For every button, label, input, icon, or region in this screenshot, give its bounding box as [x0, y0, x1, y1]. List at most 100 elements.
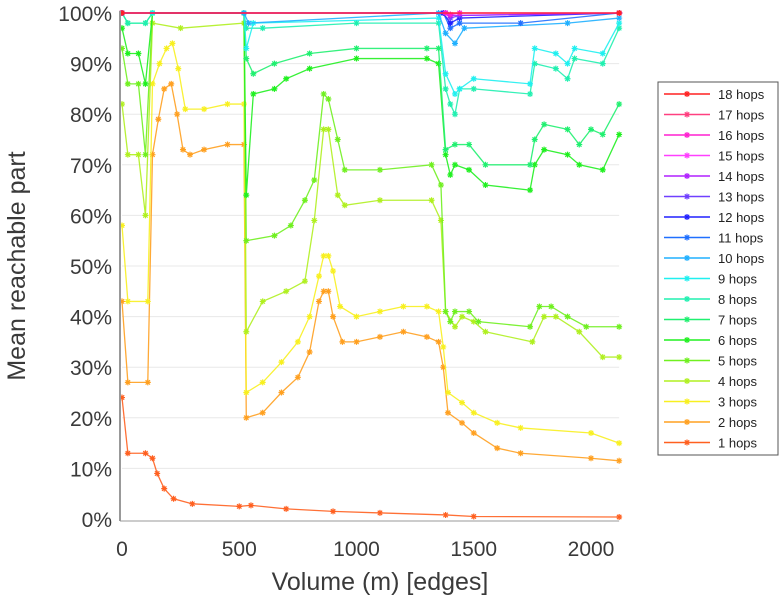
- data-point-marker: [447, 318, 454, 325]
- data-point-marker: [599, 131, 606, 138]
- data-point-marker: [548, 303, 555, 310]
- data-point-marker: [306, 65, 313, 72]
- data-point-marker: [243, 389, 250, 396]
- data-point-marker: [236, 503, 243, 510]
- data-point-marker: [442, 151, 449, 158]
- data-point-marker: [287, 222, 294, 229]
- data-point-marker: [250, 70, 257, 77]
- data-point-marker: [301, 197, 308, 204]
- legend-label: 3 hops: [718, 395, 758, 410]
- data-point-marker: [149, 455, 156, 462]
- data-point-marker: [330, 508, 337, 515]
- data-point-marker: [306, 349, 313, 356]
- data-point-marker: [482, 182, 489, 189]
- data-point-marker: [437, 217, 444, 224]
- data-point-marker: [135, 80, 142, 87]
- data-point-marker: [459, 313, 466, 320]
- data-point-marker: [442, 30, 449, 37]
- data-point-marker: [529, 338, 536, 345]
- data-point-marker: [306, 50, 313, 57]
- y-tick-label: 30%: [70, 357, 112, 380]
- legend-label: 16 hops: [718, 128, 765, 143]
- data-point-marker: [470, 429, 477, 436]
- legend-marker-icon: [684, 152, 690, 159]
- series-line: [121, 397, 620, 518]
- legend-item: 2 hops: [664, 415, 758, 430]
- legend-label: 10 hops: [718, 251, 765, 266]
- data-point-marker: [339, 338, 346, 345]
- data-point-marker: [442, 85, 449, 92]
- legend-label: 15 hops: [718, 149, 765, 164]
- legend-item: 15 hops: [664, 149, 765, 164]
- data-point-marker: [353, 338, 360, 345]
- data-point-marker: [536, 303, 543, 310]
- series-7-hops: [119, 10, 623, 168]
- data-point-marker: [466, 141, 473, 148]
- data-point-marker: [616, 354, 623, 361]
- data-point-marker: [447, 25, 454, 32]
- legend-label: 6 hops: [718, 333, 758, 348]
- data-point-marker: [353, 313, 360, 320]
- data-point-marker: [599, 60, 606, 67]
- data-point-marker: [470, 75, 477, 82]
- legend-item: 17 hops: [664, 108, 765, 123]
- data-point-marker: [435, 15, 442, 22]
- legend-item: 7 hops: [664, 313, 758, 328]
- data-point-marker: [119, 394, 125, 401]
- data-point-marker: [174, 111, 181, 118]
- legend-item: 5 hops: [664, 354, 758, 369]
- data-point-marker: [163, 45, 170, 52]
- legend-label: 17 hops: [718, 108, 765, 123]
- series-line: [121, 22, 620, 358]
- data-point-marker: [517, 424, 524, 431]
- data-point-marker: [155, 116, 162, 123]
- legend-item: 1 hops: [664, 436, 758, 451]
- x-tick-label: 2000: [568, 538, 615, 561]
- y-tick-label: 10%: [70, 458, 112, 481]
- legend-marker-icon: [684, 91, 690, 97]
- data-point-marker: [245, 20, 252, 27]
- data-point-marker: [124, 298, 131, 305]
- legend-item: 18 hops: [664, 87, 765, 102]
- legend-marker-icon: [684, 214, 690, 220]
- data-point-marker: [459, 399, 466, 406]
- data-point-marker: [325, 252, 332, 259]
- data-point-marker: [161, 485, 168, 492]
- legend-label: 7 hops: [718, 313, 758, 328]
- data-point-marker: [135, 50, 142, 57]
- data-point-marker: [119, 45, 125, 52]
- data-point-marker: [482, 328, 489, 335]
- data-point-marker: [243, 55, 250, 62]
- data-point-marker: [169, 40, 176, 47]
- y-tick-label: 20%: [70, 408, 112, 431]
- data-point-marker: [189, 500, 196, 507]
- legend-marker-icon: [684, 296, 690, 302]
- data-point-marker: [243, 25, 250, 32]
- series-line: [121, 12, 620, 328]
- data-point-marker: [531, 136, 538, 143]
- legend-label: 1 hops: [718, 436, 758, 451]
- x-tick-label: 1500: [450, 538, 497, 561]
- data-point-marker: [437, 182, 444, 189]
- data-point-marker: [124, 80, 131, 87]
- legend-marker-icon: [684, 132, 690, 138]
- data-point-marker: [325, 96, 332, 103]
- legend-marker-icon: [684, 439, 690, 446]
- legend-label: 12 hops: [718, 210, 765, 225]
- legend-marker-icon: [684, 275, 690, 282]
- data-point-marker: [466, 308, 473, 315]
- data-point-marker: [475, 318, 482, 325]
- data-point-marker: [311, 217, 318, 224]
- data-point-marker: [341, 166, 348, 173]
- legend-item: 8 hops: [664, 292, 758, 307]
- data-point-marker: [175, 65, 182, 72]
- data-point-marker: [376, 308, 383, 315]
- series-line: [122, 12, 620, 45]
- y-tick-label: 60%: [70, 205, 112, 228]
- data-point-marker: [527, 323, 534, 330]
- data-point-marker: [552, 50, 559, 57]
- series-layer: [119, 10, 623, 520]
- data-point-marker: [451, 323, 458, 330]
- data-point-marker: [451, 40, 458, 47]
